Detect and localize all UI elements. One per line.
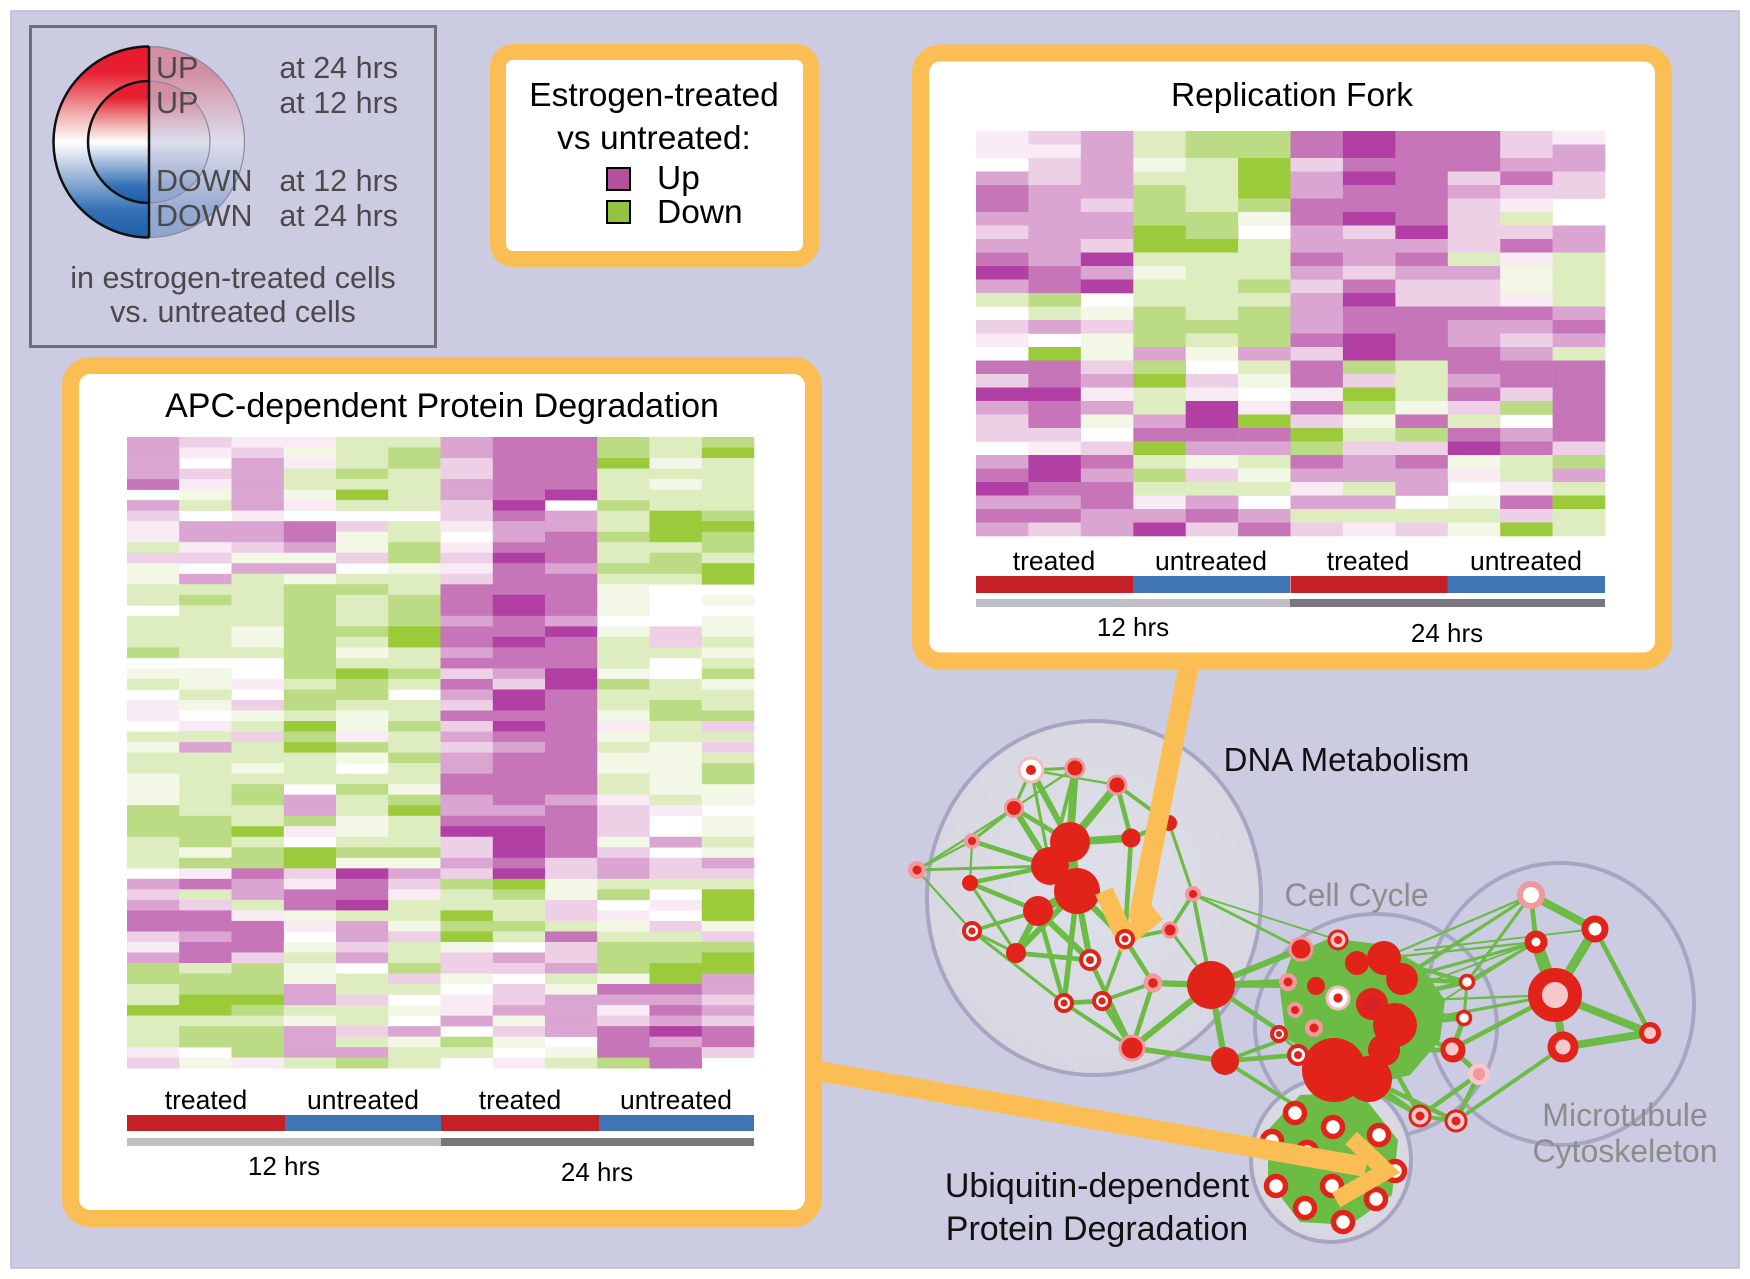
svg-text:Replication Fork: Replication Fork — [1171, 77, 1413, 114]
svg-text:Ubiquitin-dependent: Ubiquitin-dependent — [945, 1167, 1250, 1205]
svg-text:untreated: untreated — [307, 1085, 419, 1115]
svg-text:12 hrs: 12 hrs — [248, 1151, 320, 1181]
svg-text:Estrogen-treated: Estrogen-treated — [529, 77, 779, 114]
svg-text:UP: UP — [156, 51, 198, 85]
svg-text:at 24 hrs: at 24 hrs — [279, 199, 398, 233]
svg-text:at 12 hrs: at 12 hrs — [279, 164, 398, 198]
svg-text:treated: treated — [165, 1085, 248, 1115]
svg-text:untreated: untreated — [1470, 546, 1582, 576]
svg-text:DNA Metabolism: DNA Metabolism — [1224, 741, 1470, 778]
svg-text:24 hrs: 24 hrs — [1411, 618, 1483, 648]
svg-text:at 12 hrs: at 12 hrs — [279, 86, 398, 120]
svg-text:Cytoskeleton: Cytoskeleton — [1533, 1133, 1718, 1169]
svg-text:treated: treated — [479, 1085, 562, 1115]
svg-text:APC-dependent Protein Degradat: APC-dependent Protein Degradation — [165, 387, 719, 425]
svg-text:at 24 hrs: at 24 hrs — [279, 51, 398, 85]
svg-text:UP: UP — [156, 86, 198, 120]
svg-text:treated: treated — [1327, 546, 1410, 576]
svg-text:12 hrs: 12 hrs — [1097, 612, 1169, 642]
svg-text:vs. untreated cells: vs. untreated cells — [110, 295, 356, 329]
svg-text:treated: treated — [1013, 546, 1096, 576]
svg-text:Microtubule: Microtubule — [1542, 1097, 1707, 1133]
svg-text:DOWN: DOWN — [156, 199, 253, 233]
svg-text:in estrogen-treated cells: in estrogen-treated cells — [70, 261, 396, 295]
svg-text:Up: Up — [657, 160, 700, 197]
svg-text:24 hrs: 24 hrs — [561, 1157, 633, 1187]
svg-text:DOWN: DOWN — [156, 164, 253, 198]
svg-text:untreated: untreated — [1155, 546, 1267, 576]
svg-text:untreated: untreated — [620, 1085, 732, 1115]
svg-text:vs untreated:: vs untreated: — [557, 120, 751, 157]
svg-text:Cell Cycle: Cell Cycle — [1284, 877, 1428, 913]
svg-text:Protein Degradation: Protein Degradation — [946, 1210, 1248, 1248]
svg-text:Down: Down — [657, 194, 743, 231]
